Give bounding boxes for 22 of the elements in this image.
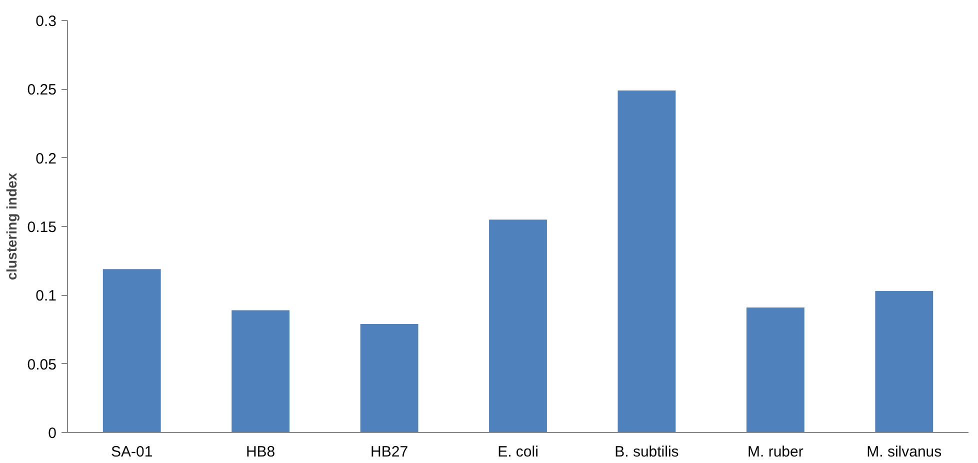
y-tick-label: 0.05 <box>27 356 57 374</box>
bar <box>618 90 676 432</box>
y-tick-label: 0.25 <box>27 82 57 99</box>
bar <box>875 291 934 432</box>
x-tick-label: HB8 <box>246 444 276 460</box>
x-tick-label: B. subtilis <box>614 444 679 460</box>
bar <box>232 310 290 432</box>
y-tick-label: 0.2 <box>36 150 57 168</box>
y-axis-title: clustering index <box>3 172 20 280</box>
x-tick-label: SA-01 <box>111 444 153 460</box>
bar <box>489 220 547 432</box>
x-tick-label: E. coli <box>498 444 538 460</box>
y-tick-label: 0.1 <box>36 288 57 305</box>
x-tick-label: M. silvanus <box>866 444 942 460</box>
bar <box>746 308 804 432</box>
x-tick-label: HB27 <box>370 444 408 460</box>
y-tick-label: 0 <box>48 425 56 442</box>
x-tick-label: M. ruber <box>748 444 804 460</box>
bar <box>360 324 418 432</box>
y-tick-label: 0.3 <box>36 13 57 30</box>
bar <box>102 269 161 432</box>
y-tick-label: 0.15 <box>27 219 57 236</box>
